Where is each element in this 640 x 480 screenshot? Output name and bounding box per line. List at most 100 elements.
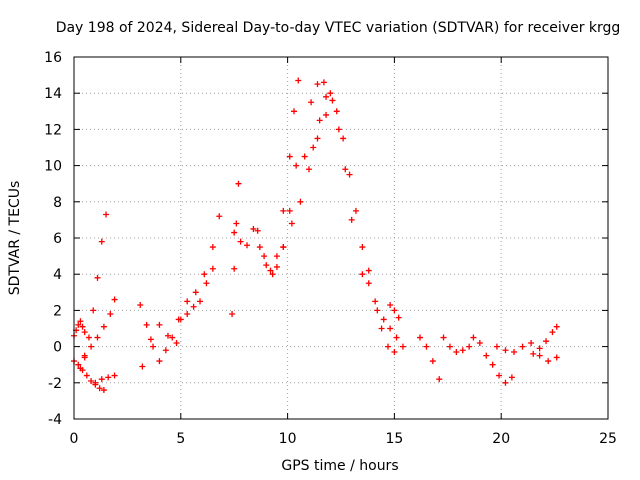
data-point: [314, 135, 321, 142]
data-point: [164, 332, 171, 339]
data-point: [387, 325, 394, 332]
data-point: [511, 349, 518, 356]
data-point: [201, 271, 208, 278]
data-point: [543, 338, 550, 345]
y-tick-label: -2: [48, 376, 62, 392]
data-point: [384, 343, 391, 350]
y-tick-label: 2: [53, 303, 62, 319]
data-point: [250, 225, 257, 232]
plot-frame: [73, 56, 609, 420]
data-point: [314, 81, 321, 88]
data-point: [90, 307, 97, 314]
data-point: [235, 180, 242, 187]
data-point: [352, 207, 359, 214]
data-point: [320, 79, 327, 86]
data-point: [519, 343, 526, 350]
y-tick-label: 6: [53, 231, 62, 247]
data-point: [553, 323, 560, 330]
data-point: [372, 298, 379, 305]
x-tick-label: 10: [279, 431, 297, 447]
data-point: [197, 298, 204, 305]
data-point: [359, 244, 366, 251]
data-point: [346, 171, 353, 178]
y-tick-label: 10: [44, 159, 62, 175]
data-point: [502, 379, 509, 386]
data-point: [387, 301, 394, 308]
data-point: [81, 354, 88, 361]
data-point: [429, 358, 436, 365]
data-point: [365, 280, 372, 287]
data-point: [111, 372, 118, 379]
data-point: [85, 334, 92, 341]
series-arc-5: [92, 372, 118, 386]
series-arc-24: [530, 323, 560, 357]
series-arc-3: [77, 211, 110, 372]
data-point: [393, 334, 400, 341]
data-point: [237, 238, 244, 245]
data-point: [94, 334, 101, 341]
data-point: [286, 153, 293, 160]
data-point: [333, 108, 340, 115]
data-point: [75, 361, 82, 368]
data-point: [359, 271, 366, 278]
data-point: [423, 343, 430, 350]
data-point: [280, 244, 287, 251]
series-arc-4: [81, 296, 118, 361]
data-point: [530, 350, 537, 357]
data-point: [305, 166, 312, 173]
data-point: [256, 244, 263, 251]
data-point: [335, 126, 342, 133]
data-point: [100, 323, 107, 330]
data-point: [147, 336, 154, 343]
data-point: [496, 372, 503, 379]
data-point: [483, 352, 490, 359]
data-point: [436, 376, 443, 383]
data-point: [466, 343, 473, 350]
data-point: [190, 303, 197, 310]
data-point: [348, 216, 355, 223]
data-point: [440, 334, 447, 341]
data-point: [470, 334, 477, 341]
series-arc-1: [71, 358, 107, 394]
data-point: [209, 265, 216, 272]
data-point: [459, 347, 466, 354]
data-point: [100, 387, 107, 394]
data-point: [293, 162, 300, 169]
data-point: [88, 343, 95, 350]
y-tick-label: 8: [53, 195, 62, 211]
data-point: [231, 229, 238, 236]
data-point: [323, 111, 330, 118]
x-tick-label: 25: [599, 431, 617, 447]
data-point: [83, 372, 90, 379]
data-point: [150, 343, 157, 350]
x-tick-label: 0: [70, 431, 79, 447]
data-point: [553, 354, 560, 361]
data-point: [92, 379, 99, 386]
series-arc-9: [184, 213, 223, 305]
data-point: [308, 99, 315, 106]
data-point: [297, 198, 304, 205]
data-point: [231, 265, 238, 272]
data-point: [280, 207, 287, 214]
chart-title: Day 198 of 2024, Sidereal Day-to-day VTE…: [56, 20, 621, 36]
data-point: [137, 301, 144, 308]
series-arc-7: [139, 321, 180, 370]
data-point: [244, 242, 251, 249]
y-tick-label: -4: [48, 412, 62, 428]
data-point: [173, 339, 180, 346]
data-point: [286, 207, 293, 214]
data-point: [107, 311, 114, 318]
data-point: [340, 135, 347, 142]
data-point: [545, 358, 552, 365]
data-point: [310, 144, 317, 151]
data-point: [365, 267, 372, 274]
series-arc-21: [440, 334, 473, 356]
data-point: [269, 271, 276, 278]
data-point: [184, 298, 191, 305]
series-arc-15: [301, 79, 372, 274]
series-arc-16: [310, 93, 355, 223]
data-point: [98, 376, 105, 383]
data-point: [77, 365, 84, 372]
data-point: [77, 318, 84, 325]
